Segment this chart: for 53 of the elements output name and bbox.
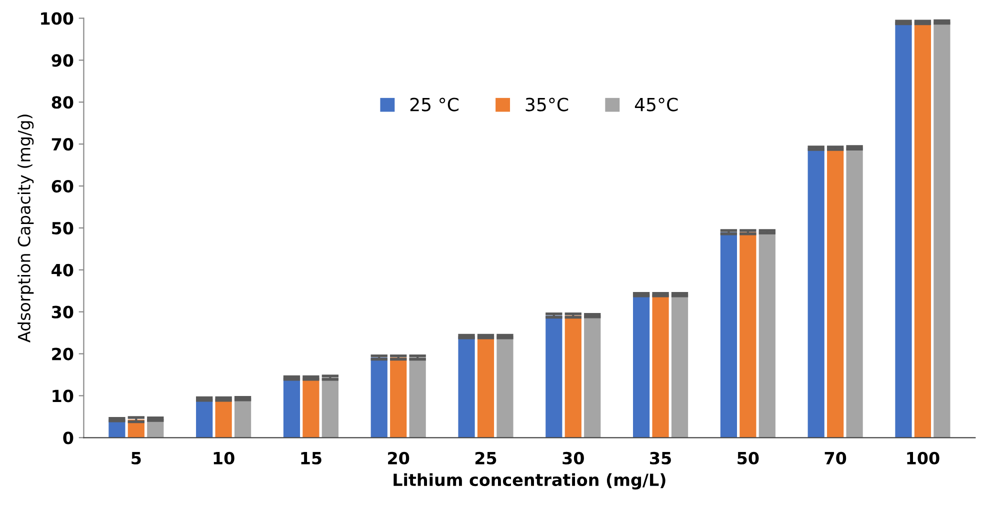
bar (234, 398, 252, 438)
x-tick-label: 15 (301, 452, 322, 464)
x-tick-label: 5 (132, 452, 141, 464)
bar (546, 316, 562, 438)
bar (934, 22, 950, 438)
bar (215, 399, 232, 438)
bar (808, 148, 824, 438)
bar (477, 336, 494, 438)
y-tick-label: 80 (52, 96, 74, 109)
bar (720, 232, 737, 438)
x-tick-label: 100 (907, 452, 940, 464)
bar (671, 294, 688, 438)
bar (390, 358, 407, 438)
x-tick-label: 30 (562, 452, 584, 464)
bar (322, 378, 338, 438)
x-tick-label: 50 (738, 452, 759, 464)
legend-label: 45°C (634, 98, 678, 112)
y-tick-label: 50 (52, 222, 74, 235)
y-tick-label: 10 (52, 390, 74, 402)
legend-label: 35°C (526, 98, 568, 112)
bar (633, 294, 650, 438)
x-tick-label: 20 (388, 452, 410, 464)
x-tick-label: 70 (824, 452, 846, 464)
bar (914, 22, 932, 438)
bar (827, 148, 844, 438)
bar (895, 22, 912, 438)
x-tick-label: 25 (475, 452, 496, 464)
x-tick-label: 10 (214, 452, 234, 464)
bar (846, 148, 863, 438)
bar (196, 399, 213, 438)
bar (652, 294, 669, 438)
bar (496, 336, 514, 438)
bar (370, 358, 388, 438)
y-tick-label: 20 (52, 348, 74, 360)
legend-label: 25 °C (410, 98, 458, 112)
y-tick-label: 0 (63, 432, 74, 444)
x-tick-label: 35 (650, 452, 671, 464)
x-axis-title: Lithium concentration (mg/L) (394, 473, 666, 490)
y-tick-label: 100 (41, 12, 74, 25)
y-tick-label: 70 (52, 138, 74, 151)
bar (302, 378, 320, 438)
y-tick-label: 30 (52, 306, 74, 318)
y-axis-title: Adsorption Capacity (mg/g) (18, 114, 34, 342)
bar (283, 378, 300, 438)
bar (740, 232, 756, 438)
y-tick-label: 90 (52, 54, 74, 67)
bar (458, 336, 475, 438)
y-tick-label: 60 (52, 180, 74, 193)
bar (758, 232, 776, 438)
bar (584, 316, 601, 438)
bar (564, 316, 582, 438)
y-tick-label: 40 (52, 264, 74, 276)
bar (409, 358, 426, 438)
